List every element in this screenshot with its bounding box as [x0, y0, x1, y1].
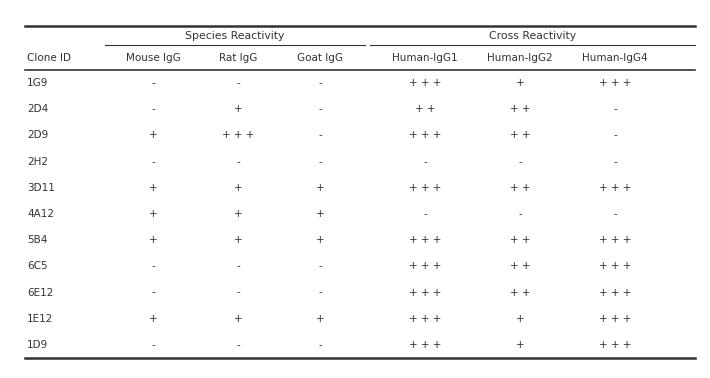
Text: + + +: + + + — [409, 183, 441, 193]
Text: -: - — [151, 261, 155, 271]
Text: -: - — [318, 156, 322, 167]
Text: + +: + + — [510, 261, 530, 271]
Text: Goat IgG: Goat IgG — [297, 53, 343, 63]
Text: -: - — [151, 288, 155, 297]
Text: -: - — [151, 156, 155, 167]
Text: -: - — [613, 156, 617, 167]
Text: + +: + + — [510, 130, 530, 141]
Text: Human-IgG1: Human-IgG1 — [392, 53, 458, 63]
Text: -: - — [423, 209, 427, 219]
Text: +: + — [316, 235, 324, 245]
Text: -: - — [236, 340, 240, 350]
Text: +: + — [234, 235, 242, 245]
Text: 6C5: 6C5 — [27, 261, 48, 271]
Text: 4A12: 4A12 — [27, 209, 54, 219]
Text: -: - — [318, 104, 322, 114]
Text: +: + — [234, 104, 242, 114]
Text: 1E12: 1E12 — [27, 314, 53, 324]
Text: Clone ID: Clone ID — [27, 53, 71, 63]
Text: -: - — [151, 104, 155, 114]
Text: -: - — [318, 261, 322, 271]
Text: Cross Reactivity: Cross Reactivity — [489, 31, 576, 41]
Text: +: + — [316, 314, 324, 324]
Text: +: + — [316, 209, 324, 219]
Text: -: - — [613, 130, 617, 141]
Text: + + +: + + + — [599, 288, 631, 297]
Text: -: - — [236, 261, 240, 271]
Text: -: - — [318, 130, 322, 141]
Text: -: - — [518, 209, 522, 219]
Text: + + +: + + + — [409, 78, 441, 88]
Text: -: - — [151, 340, 155, 350]
Text: +: + — [316, 183, 324, 193]
Text: -: - — [318, 78, 322, 88]
Text: Rat IgG: Rat IgG — [219, 53, 257, 63]
Text: -: - — [318, 288, 322, 297]
Text: +: + — [234, 314, 242, 324]
Text: + + +: + + + — [409, 130, 441, 141]
Text: + + +: + + + — [599, 183, 631, 193]
Text: +: + — [148, 314, 158, 324]
Text: +: + — [515, 314, 524, 324]
Text: +: + — [148, 130, 158, 141]
Text: + + +: + + + — [409, 235, 441, 245]
Text: Mouse IgG: Mouse IgG — [126, 53, 180, 63]
Text: +: + — [515, 340, 524, 350]
Text: + + +: + + + — [599, 314, 631, 324]
Text: + +: + + — [510, 183, 530, 193]
Text: 1D9: 1D9 — [27, 340, 48, 350]
Text: +: + — [234, 209, 242, 219]
Text: + +: + + — [415, 104, 435, 114]
Text: -: - — [236, 156, 240, 167]
Text: 3D11: 3D11 — [27, 183, 55, 193]
Text: + + +: + + + — [599, 261, 631, 271]
Text: + +: + + — [510, 235, 530, 245]
Text: + + +: + + + — [409, 340, 441, 350]
Text: 5B4: 5B4 — [27, 235, 48, 245]
Text: -: - — [423, 156, 427, 167]
Text: -: - — [613, 209, 617, 219]
Text: + + +: + + + — [409, 288, 441, 297]
Text: + + +: + + + — [222, 130, 254, 141]
Text: + + +: + + + — [409, 314, 441, 324]
Text: Human-IgG2: Human-IgG2 — [487, 53, 553, 63]
Text: + + +: + + + — [599, 340, 631, 350]
Text: 6E12: 6E12 — [27, 288, 53, 297]
Text: 2D4: 2D4 — [27, 104, 48, 114]
Text: -: - — [318, 340, 322, 350]
Text: + +: + + — [510, 288, 530, 297]
Text: -: - — [236, 288, 240, 297]
Text: -: - — [236, 78, 240, 88]
Text: 1G9: 1G9 — [27, 78, 48, 88]
Text: + +: + + — [510, 104, 530, 114]
Text: Species Reactivity: Species Reactivity — [185, 31, 285, 41]
Text: +: + — [148, 235, 158, 245]
Text: +: + — [234, 183, 242, 193]
Text: 2D9: 2D9 — [27, 130, 48, 141]
Text: Human-IgG4: Human-IgG4 — [582, 53, 648, 63]
Text: + + +: + + + — [409, 261, 441, 271]
Text: -: - — [151, 78, 155, 88]
Text: +: + — [515, 78, 524, 88]
Text: +: + — [148, 183, 158, 193]
Text: 2H2: 2H2 — [27, 156, 48, 167]
Text: -: - — [613, 104, 617, 114]
Text: +: + — [148, 209, 158, 219]
Text: -: - — [518, 156, 522, 167]
Text: + + +: + + + — [599, 78, 631, 88]
Text: + + +: + + + — [599, 235, 631, 245]
